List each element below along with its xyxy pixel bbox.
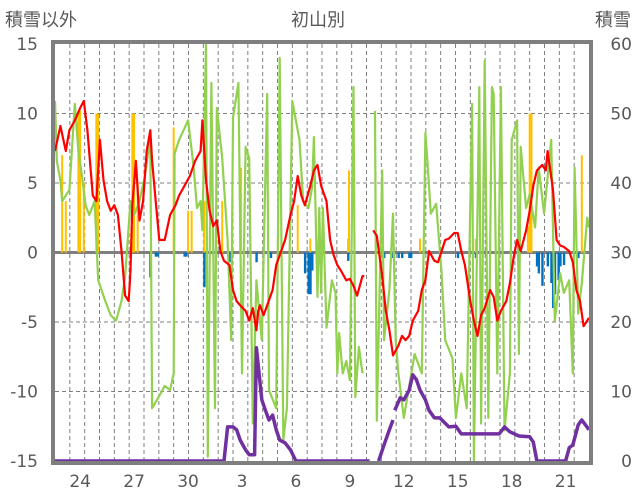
- blue-bar: [203, 252, 206, 288]
- yellow-bar: [203, 201, 206, 253]
- x-axis-tick-label: 18: [501, 472, 523, 492]
- yellow-bar: [221, 201, 224, 253]
- yellow-bar: [418, 238, 421, 253]
- yellow-bar: [240, 167, 243, 253]
- blue-bar: [537, 252, 541, 274]
- chart-title: 初山別: [291, 10, 345, 31]
- x-axis-tick-label: 3: [237, 472, 248, 492]
- right-axis-tick-label: 60: [610, 35, 632, 55]
- blue-bar: [541, 252, 544, 286]
- left-axis-tick-label: 5: [27, 174, 38, 194]
- yellow-bar: [131, 113, 134, 253]
- blue-bar: [303, 252, 307, 274]
- yellow-bar: [79, 110, 82, 253]
- left-axis-tick-label: -15: [10, 452, 38, 472]
- blue-bar: [456, 252, 460, 259]
- yellow-bar: [82, 183, 85, 253]
- right-axis-tick-label: 0: [621, 452, 632, 472]
- x-axis-tick-label: 27: [123, 472, 145, 492]
- blue-bar: [397, 252, 400, 259]
- right-axis-tick-label: 20: [610, 313, 632, 333]
- left-axis-tick-label: 15: [16, 35, 38, 55]
- plot-frame: [51, 40, 593, 465]
- blue-bar: [401, 252, 404, 259]
- blue-bar: [562, 252, 566, 266]
- blue-bar: [557, 252, 560, 281]
- right-axis-tick-label: 50: [610, 105, 632, 125]
- yellow-bar: [530, 113, 533, 253]
- x-axis-tick-label: 21: [555, 472, 577, 492]
- left-axis-tick-label: 0: [27, 244, 38, 264]
- blue-bar: [185, 252, 188, 257]
- blue-bar: [535, 252, 539, 267]
- blue-bar: [311, 252, 314, 271]
- x-axis-tick-label: 30: [177, 472, 199, 492]
- left-axis-tick-label: -10: [10, 383, 38, 403]
- blue-bar: [347, 252, 350, 261]
- yellow-bar: [528, 113, 531, 253]
- snow-depth-line: [55, 345, 591, 463]
- yellow-bar: [526, 226, 529, 253]
- yellow-bar: [187, 210, 190, 253]
- blue-bar: [577, 252, 580, 259]
- blue-bar: [255, 252, 258, 263]
- yellow-bar: [64, 201, 67, 253]
- blue-bar: [550, 252, 553, 284]
- right-axis-tick-label: 40: [610, 174, 632, 194]
- right-axis-tick-label: 30: [610, 244, 632, 264]
- x-axis-tick-label: 24: [69, 472, 91, 492]
- red-series-line: [53, 99, 590, 357]
- series-lines: [53, 42, 591, 463]
- x-axis-tick-label: 6: [291, 472, 302, 492]
- yellow-bar: [190, 210, 193, 253]
- blue-bar: [408, 252, 411, 259]
- yellow-bar: [296, 205, 299, 253]
- blue-bar: [156, 252, 159, 257]
- left-axis-tick-label: -5: [21, 313, 38, 333]
- blue-bar: [383, 252, 386, 259]
- blue-bar: [559, 252, 562, 267]
- blue-bar: [228, 252, 231, 263]
- blue-bar: [269, 252, 273, 259]
- blue-bar: [183, 252, 186, 257]
- yellow-bar: [474, 238, 477, 253]
- left-axis-title: 積雪以外: [5, 10, 77, 31]
- blue-bar: [309, 252, 312, 295]
- blue-bar: [154, 252, 158, 257]
- blue-bar: [410, 252, 413, 259]
- x-axis-tick-label: 15: [447, 472, 469, 492]
- left-axis-tick-label: 10: [16, 105, 38, 125]
- yellow-bar: [347, 170, 350, 253]
- blue-bar: [546, 252, 550, 267]
- x-axis-tick-label: 12: [393, 472, 415, 492]
- x-axis-tick-label: 9: [344, 472, 355, 492]
- yellow-bar: [77, 110, 80, 253]
- yellow-bar: [61, 155, 64, 253]
- blue-bar: [553, 252, 557, 295]
- right-axis-title: 積雪: [595, 10, 631, 31]
- yellow-bar: [309, 238, 312, 253]
- right-axis-tick-label: 10: [610, 383, 632, 403]
- yellow-bar: [136, 183, 139, 253]
- yellow-bar: [580, 155, 583, 253]
- blue-bar: [307, 252, 310, 295]
